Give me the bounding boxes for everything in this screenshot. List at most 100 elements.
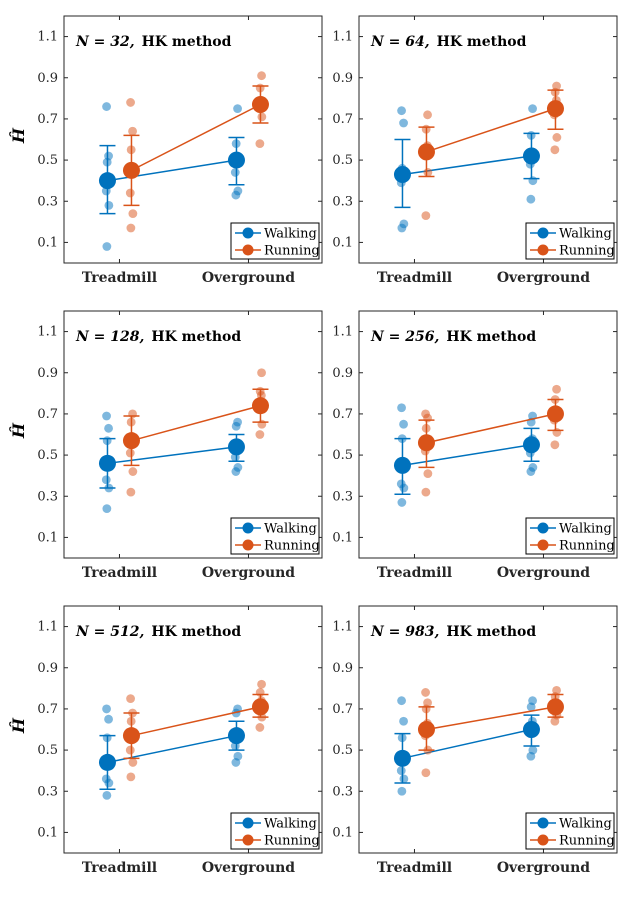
- data-point: [399, 118, 408, 128]
- mean-marker: [417, 143, 435, 161]
- panel-title-n: N = 512,: [75, 624, 144, 640]
- x-category-label: Treadmill: [82, 270, 157, 286]
- data-point: [396, 766, 406, 776]
- panel-title-n: N = 32,: [75, 34, 135, 50]
- data-point: [552, 81, 561, 91]
- data-point: [526, 194, 536, 204]
- legend-marker: [242, 817, 254, 829]
- series-walking: [393, 104, 540, 233]
- axes-box: [63, 310, 323, 559]
- x-category-label: Overground: [497, 860, 590, 876]
- legend-label-walking: Walking: [264, 817, 317, 832]
- data-point: [257, 71, 266, 81]
- legend-label-running: Running: [559, 539, 615, 554]
- series-running: [417, 685, 564, 778]
- legend: Walking Running: [525, 517, 615, 555]
- legend-marker: [537, 539, 549, 551]
- mean-marker: [227, 151, 245, 169]
- x-category-label: Treadmill: [82, 565, 157, 581]
- panel-title-n: N = 983,: [370, 624, 439, 640]
- data-point: [126, 98, 135, 107]
- y-tick-label: 0.5: [332, 153, 353, 168]
- data-point: [101, 475, 111, 485]
- data-point: [423, 168, 433, 177]
- panel-title: N = 32, HK method: [75, 34, 232, 50]
- series-running: [122, 679, 269, 782]
- panel-title-method: HK method: [446, 329, 536, 345]
- legend-label-running: Running: [264, 834, 320, 849]
- chart-panel-6: 0.1 0.3 0.5 0.7 0.9 1.1 Treadmill Overground N =…: [332, 605, 618, 876]
- panel-title: N = 128, HK method: [75, 329, 241, 345]
- panel-title: N = 512, HK method: [75, 624, 241, 640]
- y-tick-label: 0.1: [332, 530, 353, 545]
- legend: Walking Running: [230, 222, 320, 260]
- axes-box: [358, 15, 618, 264]
- x-category-label: Overground: [202, 565, 295, 581]
- mean-marker: [522, 721, 540, 738]
- data-point: [423, 110, 432, 120]
- legend-marker: [537, 522, 549, 534]
- y-tick-label: 0.3: [37, 489, 58, 504]
- data-point: [255, 139, 265, 149]
- axes-box: [358, 605, 618, 854]
- data-point: [552, 685, 561, 695]
- y-tick-label: 0.7: [332, 407, 353, 422]
- chart-panel-5: 0.1 0.3 0.5 0.7 0.9 1.1 Treadmill Overground Ĥ N …: [8, 605, 323, 876]
- data-point: [528, 745, 538, 755]
- data-point: [399, 716, 408, 726]
- data-point: [421, 768, 431, 778]
- y-tick-label: 0.9: [332, 71, 353, 86]
- panel-title-n: N = 256,: [370, 329, 439, 345]
- legend-marker: [242, 539, 254, 551]
- x-category-label: Overground: [202, 270, 295, 286]
- legend: Walking Running: [525, 812, 615, 850]
- data-point: [257, 368, 266, 378]
- legend-label-walking: Walking: [559, 817, 612, 832]
- y-axis-label: Ĥ: [8, 717, 28, 734]
- mean-marker: [98, 172, 116, 190]
- data-point: [550, 145, 560, 155]
- mean-marker: [546, 405, 564, 423]
- data-point: [102, 790, 112, 800]
- series-walking: [98, 704, 245, 800]
- y-tick-label: 0.7: [332, 702, 353, 717]
- series-walking: [393, 696, 540, 796]
- legend-marker: [537, 244, 549, 256]
- legend-label-walking: Walking: [264, 227, 317, 242]
- chart-panel-3: 0.1 0.3 0.5 0.7 0.9 1.1 Treadmill Overground Ĥ N …: [8, 310, 323, 581]
- panel-title: N = 64, HK method: [370, 34, 527, 50]
- series-walking: [98, 102, 245, 251]
- data-point: [125, 448, 135, 458]
- mean-line: [426, 107, 556, 153]
- y-tick-label: 0.1: [37, 235, 58, 250]
- data-point: [423, 469, 433, 479]
- mean-line: [131, 404, 261, 442]
- y-axis-label: Ĥ: [8, 127, 28, 144]
- mean-marker: [393, 456, 411, 474]
- series-running: [417, 384, 564, 497]
- y-tick-label: 0.3: [37, 784, 58, 799]
- y-tick-label: 0.3: [37, 194, 58, 209]
- data-point: [128, 758, 138, 767]
- data-point: [233, 751, 243, 761]
- chart-panel-2: 0.1 0.3 0.5 0.7 0.9 1.1 Treadmill Overground N =…: [332, 15, 618, 286]
- y-tick-label: 0.1: [37, 825, 58, 840]
- series-walking: [98, 411, 245, 513]
- data-point: [126, 487, 136, 497]
- data-point: [399, 419, 408, 429]
- y-axis-label: Ĥ: [8, 422, 28, 439]
- data-point: [397, 786, 407, 796]
- y-tick-label: 0.1: [37, 530, 58, 545]
- data-point: [397, 498, 407, 507]
- mean-marker: [417, 434, 435, 452]
- y-tick-label: 0.5: [37, 743, 58, 758]
- mean-line: [131, 103, 261, 172]
- data-point: [128, 467, 138, 476]
- data-point: [421, 409, 430, 419]
- chart-panel-1: 0.1 0.3 0.5 0.7 0.9 1.1 Treadmill Overground Ĥ N …: [8, 15, 323, 286]
- data-point: [126, 772, 136, 782]
- series-running: [417, 81, 564, 221]
- mean-marker: [546, 698, 564, 716]
- y-tick-label: 1.1: [37, 620, 58, 635]
- y-tick-label: 0.1: [332, 235, 353, 250]
